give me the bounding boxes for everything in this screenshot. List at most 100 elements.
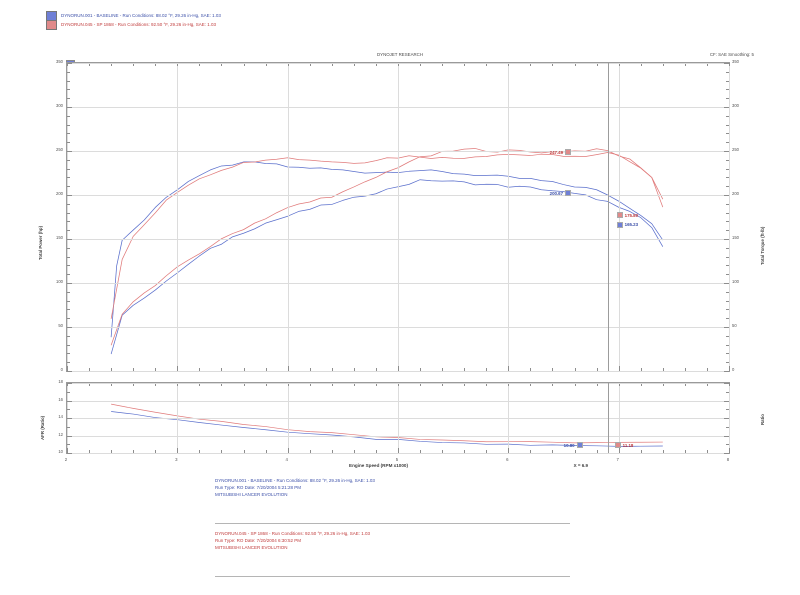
- tick-left: [67, 256, 70, 258]
- run1-line1: DYNORUN.001 - BASELINE - Run Conditions:…: [215, 478, 375, 483]
- tick-right: [726, 186, 729, 187]
- gridline-horizontal: [67, 63, 729, 64]
- gridline-vertical: [67, 63, 68, 371]
- tick-top: [530, 63, 532, 66]
- tick-right: [724, 383, 729, 384]
- tick-right: [726, 391, 729, 393]
- gridline-horizontal: [67, 435, 729, 437]
- tick-bottom: [420, 368, 421, 371]
- tick-bottom: [398, 448, 399, 453]
- tick-bottom: [662, 368, 664, 371]
- tick-top: [375, 383, 377, 386]
- data-point-readout: 10.80: [564, 442, 583, 448]
- run1-line2: Run Type: RO Date: 7/20/2004 5:21:28 PM: [215, 484, 301, 490]
- run-info-block-1: DYNORUN.001 - BASELINE - Run Conditions:…: [215, 478, 375, 499]
- tick-top: [729, 383, 730, 386]
- tick-top: [331, 63, 333, 66]
- gridline-horizontal: [67, 283, 729, 284]
- tick-right: [724, 239, 729, 240]
- tick-right: [726, 142, 729, 143]
- gridline-vertical: [177, 63, 178, 371]
- tick-left: [67, 133, 70, 135]
- tick-bottom: [221, 450, 223, 453]
- cursor-line: [607, 63, 609, 371]
- gridline-vertical: [398, 63, 399, 371]
- tick-left: [67, 344, 70, 346]
- run2-line2: Run Type: RO Date: 7/20/2004 6:30:52 PM: [215, 537, 301, 543]
- tick-right: [724, 327, 729, 328]
- data-point-readout: 165.23: [616, 221, 638, 228]
- tick-left: [67, 335, 70, 337]
- x-tick-label: 2: [64, 457, 68, 462]
- tick-top: [309, 63, 311, 66]
- tick-left: [67, 453, 72, 454]
- tick-left: [67, 63, 72, 64]
- tick-right: [726, 168, 729, 170]
- tick-top: [706, 383, 708, 386]
- tick-top: [464, 383, 465, 386]
- tick-bottom: [442, 368, 443, 371]
- tick-top: [596, 383, 598, 386]
- tick-left: [67, 107, 72, 108]
- tick-left: [67, 195, 72, 196]
- tick-bottom: [111, 368, 112, 371]
- afr-y-title-left-wrap: AFR (Ratio): [40, 416, 64, 445]
- readout-swatch-icon: [614, 442, 621, 448]
- tick-right: [726, 230, 729, 231]
- top-legend: DYNORUN.001 - BASELINE - Run Conditions:…: [46, 10, 466, 30]
- gridline-horizontal: [67, 400, 729, 402]
- cursor-x-readout: X = 6.9: [573, 463, 589, 468]
- tick-left: [67, 353, 70, 355]
- x-tick-label: 5: [395, 457, 399, 462]
- tick-bottom: [640, 368, 642, 371]
- tick-left: [67, 371, 72, 372]
- tick-right: [724, 418, 729, 419]
- tick-right: [724, 453, 729, 454]
- legend-row: DYNORUN.045 - SP 1868 - Run Conditions: …: [46, 19, 466, 30]
- tick-right: [726, 212, 729, 214]
- tick-left: [67, 168, 70, 170]
- tick-top: [243, 63, 245, 66]
- afr-y-tick-label: 12: [58, 431, 63, 437]
- y-tick-label-right: 150: [732, 235, 739, 241]
- tick-top: [111, 63, 112, 66]
- tick-top: [486, 63, 487, 66]
- x-tick-label: 6: [506, 457, 509, 462]
- data-point-readout: 200.67: [550, 190, 572, 197]
- readout-value: 10.80: [563, 442, 575, 448]
- tick-right: [726, 344, 729, 346]
- tick-bottom: [662, 450, 664, 453]
- tick-top: [596, 63, 598, 66]
- tick-top: [662, 63, 664, 66]
- tick-bottom: [640, 450, 642, 453]
- tick-top: [508, 63, 510, 66]
- tick-top: [353, 383, 355, 386]
- tick-top: [486, 383, 487, 386]
- tick-left: [67, 212, 70, 214]
- tick-top: [133, 63, 134, 66]
- tick-left: [67, 98, 70, 99]
- tick-left: [67, 159, 70, 161]
- y-tick-label-right: 50: [732, 323, 737, 329]
- readout-swatch-icon: [565, 190, 572, 197]
- afr-y-tick-label: 10: [58, 449, 63, 455]
- tick-top: [111, 383, 112, 386]
- tick-bottom: [287, 448, 289, 453]
- tick-bottom: [574, 368, 576, 371]
- tick-top: [706, 63, 708, 66]
- tick-bottom: [684, 368, 686, 371]
- tick-bottom: [133, 450, 134, 453]
- tick-bottom: [309, 450, 311, 453]
- afr-y-tick-label: 14: [58, 414, 63, 420]
- tick-top: [199, 63, 201, 66]
- tick-bottom: [552, 368, 554, 371]
- tick-right: [726, 71, 729, 73]
- gridline-horizontal: [67, 327, 729, 328]
- tick-right: [726, 274, 729, 275]
- tick-left: [67, 221, 70, 223]
- tick-top: [684, 383, 686, 386]
- cursor-line: [607, 383, 609, 453]
- tick-left: [67, 230, 70, 231]
- tick-left: [67, 318, 70, 319]
- tick-bottom: [309, 368, 311, 371]
